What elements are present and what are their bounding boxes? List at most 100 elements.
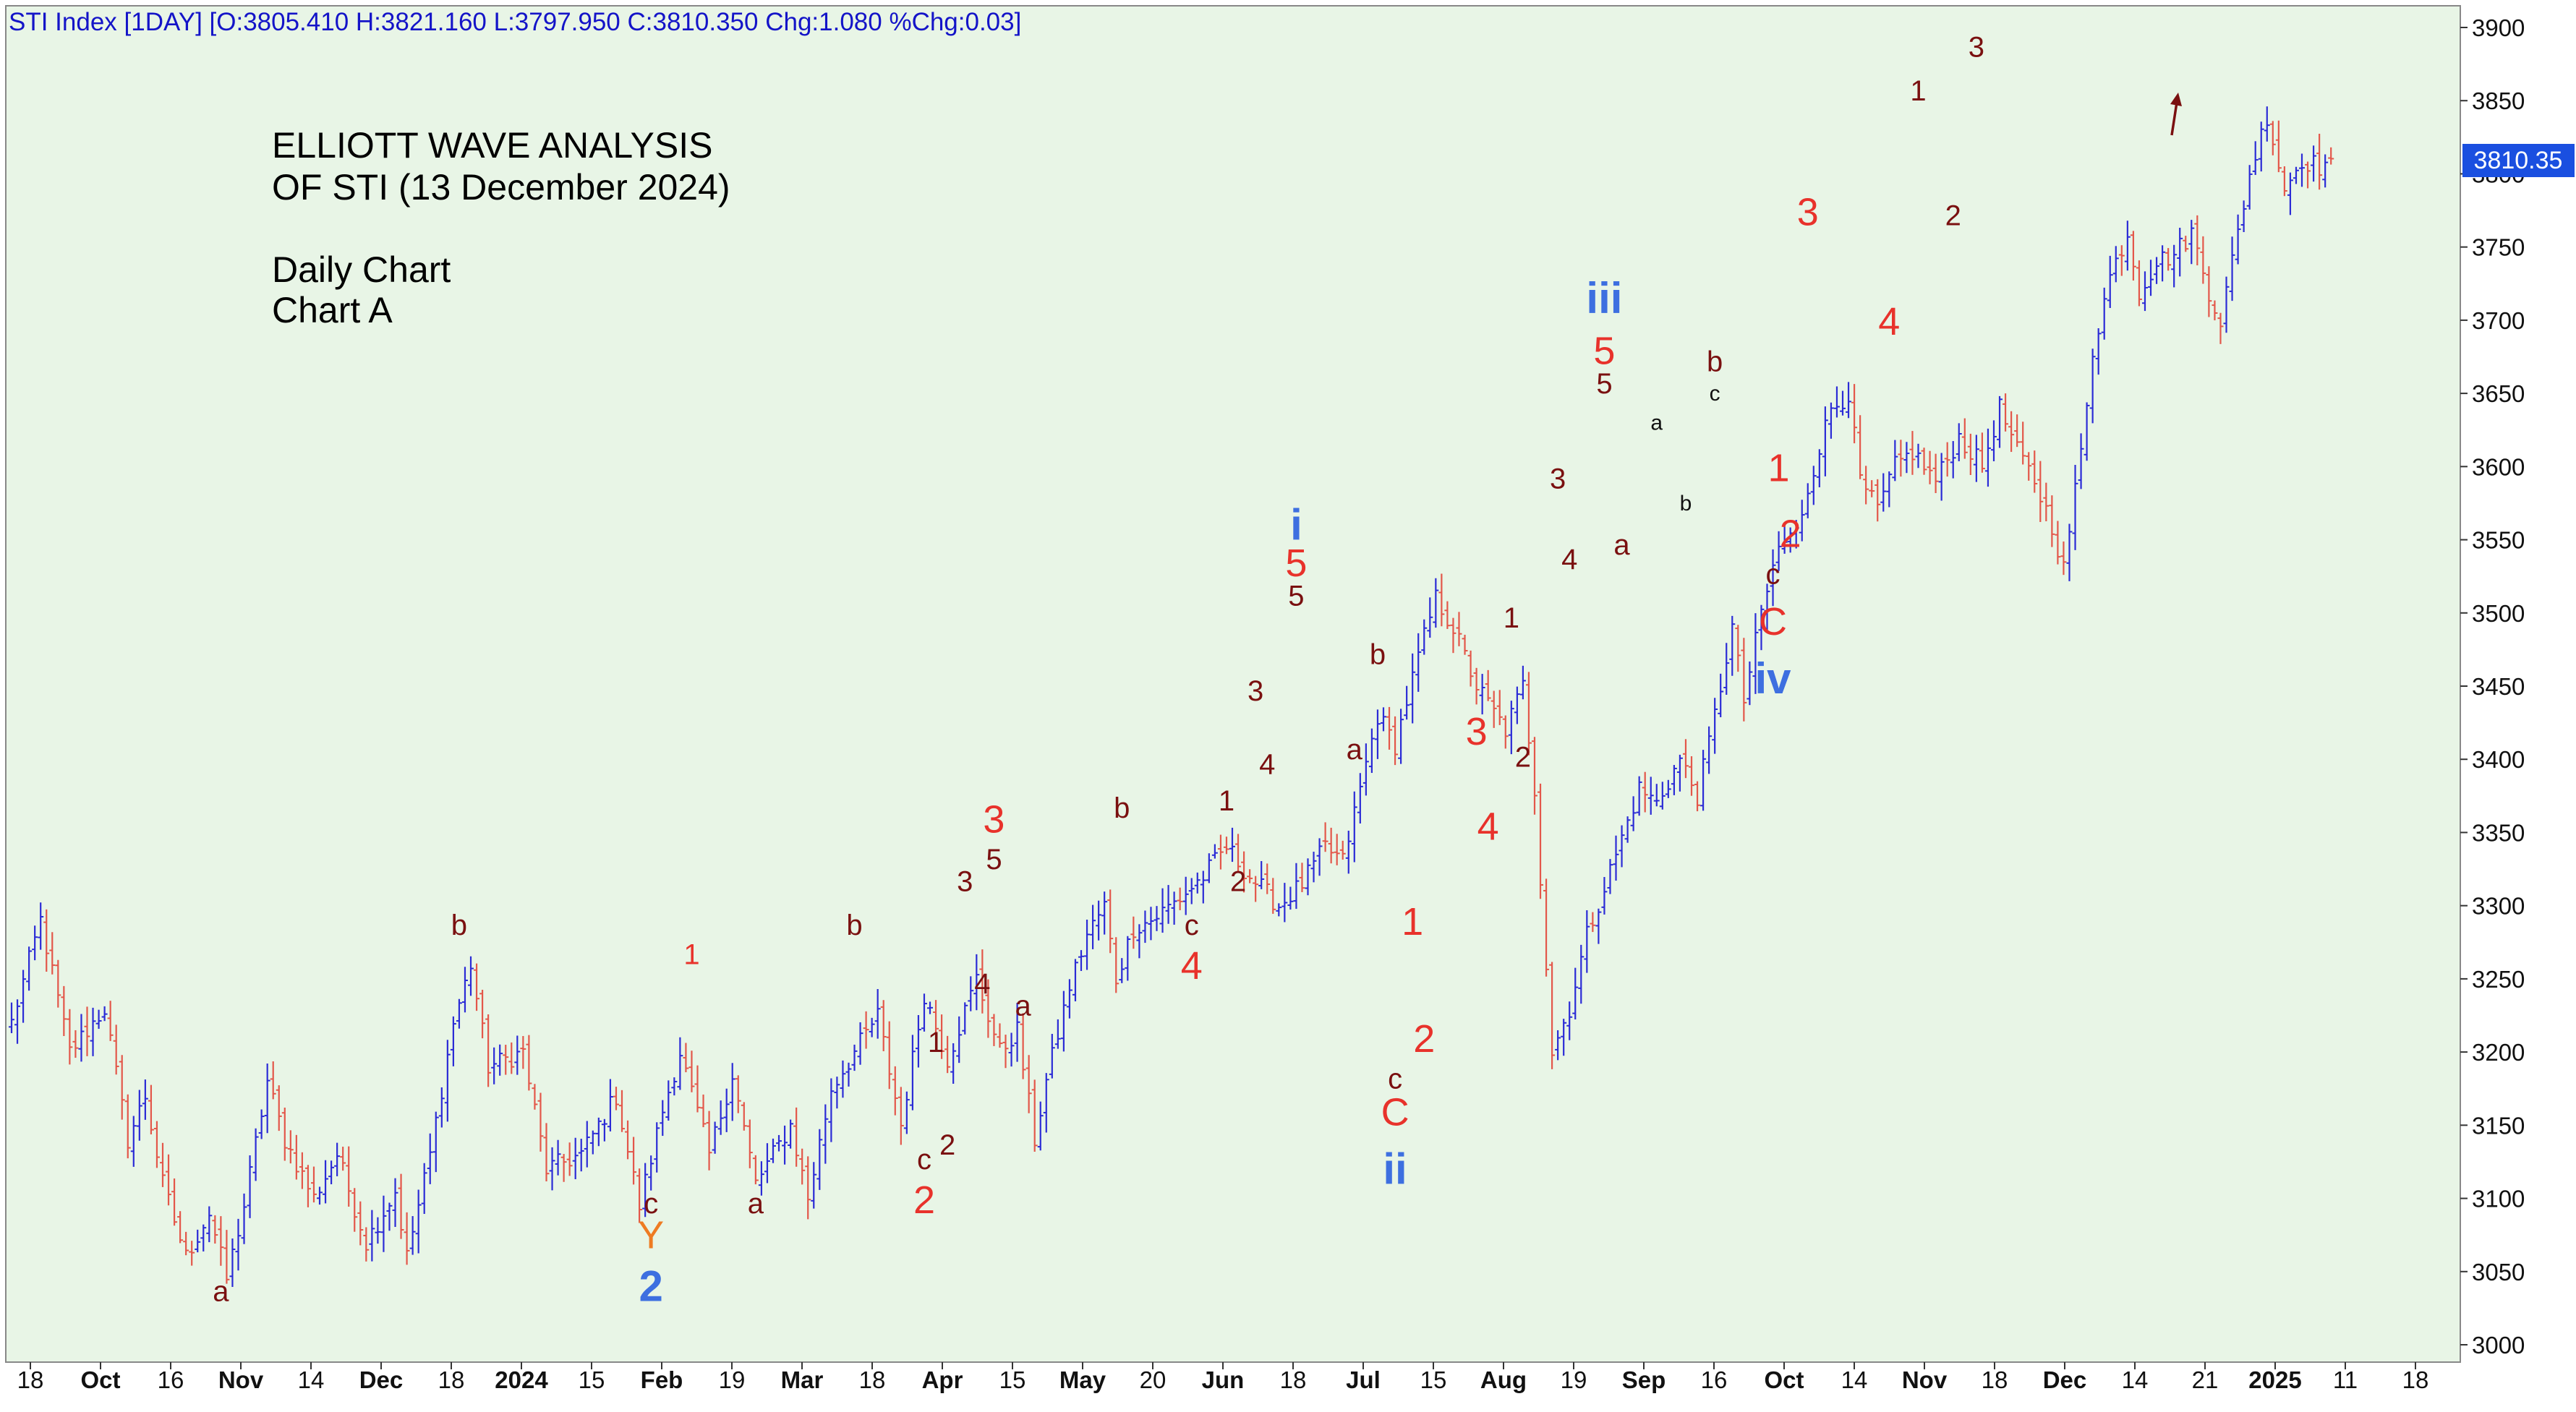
ohlc-bar [1392, 716, 1399, 766]
x-tick-label: Jun [1202, 1366, 1245, 1393]
ohlc-bar [101, 1006, 108, 1022]
ohlc-bar [1043, 1073, 1049, 1133]
ohlc-bar [1967, 433, 1974, 476]
ohlc-bar [1270, 878, 1276, 914]
ohlc-bar [2240, 200, 2247, 233]
ohlc-bar [1194, 872, 1200, 894]
ohlc-bar [1869, 480, 1875, 497]
ohlc-bar [921, 993, 927, 1032]
ohlc-bar [1241, 851, 1248, 893]
ohlc-bar [619, 1090, 625, 1132]
wave-label: 1 [1402, 900, 1423, 944]
ohlc-bar [2200, 236, 2206, 284]
ohlc-bar [2165, 248, 2172, 271]
ohlc-bar [2078, 433, 2084, 489]
ohlc-bar [1531, 737, 1538, 815]
ohlc-bar [1200, 870, 1206, 904]
ohlc-bar [409, 1216, 416, 1255]
ohlc-bar [299, 1152, 305, 1189]
x-tick-label: 18 [1280, 1366, 1307, 1393]
ohlc-bar [1276, 903, 1282, 917]
y-tick-label: 3600 [2472, 453, 2525, 480]
ohlc-bar [648, 1155, 654, 1191]
ohlc-bar [1409, 653, 1416, 724]
wave-label: a [1015, 990, 1032, 1022]
ohlc-bar [537, 1092, 544, 1152]
ohlc-bar [1130, 916, 1137, 949]
wave-label: C [1381, 1090, 1409, 1134]
x-tick-label: 20 [1140, 1366, 1167, 1393]
ohlc-bar [1689, 756, 1695, 796]
ohlc-bar [1066, 979, 1072, 1019]
ohlc-bar [229, 1238, 236, 1288]
ohlc-bar [1729, 615, 1736, 676]
ohlc-bar [497, 1044, 503, 1076]
ohlc-bar [1490, 690, 1497, 728]
ohlc-bar [549, 1147, 555, 1191]
ohlc-bar [2293, 166, 2299, 184]
ohlc-bar [2171, 244, 2178, 288]
ohlc-bar [706, 1111, 712, 1171]
ohlc-bar [2316, 133, 2323, 190]
wave-label: c [1710, 382, 1720, 406]
ohlc-bar [404, 1212, 410, 1265]
ohlc-bar [2212, 300, 2218, 321]
ohlc-bar [799, 1148, 806, 1185]
ohlc-bar [1561, 1019, 1567, 1056]
y-tick-label: 3200 [2472, 1039, 2525, 1066]
ohlc-bar [235, 1218, 242, 1271]
ohlc-bar [1810, 466, 1817, 505]
wave-label: b [846, 910, 862, 941]
ohlc-bar [1090, 904, 1096, 949]
ohlc-bar [897, 1087, 904, 1145]
ohlc-bar [421, 1163, 427, 1215]
ohlc-bar [2252, 141, 2259, 175]
ohlc-bar [1049, 1033, 1055, 1079]
wave-label: 5 [1288, 581, 1304, 612]
ohlc-bar [49, 932, 56, 975]
ohlc-bar [660, 1100, 666, 1137]
ohlc-bar [1770, 549, 1776, 607]
wave-label: ii [1383, 1144, 1407, 1193]
ohlc-bar [863, 1011, 869, 1049]
ohlc-bar [1316, 838, 1323, 876]
ohlc-bar [1624, 816, 1631, 843]
ohlc-bar [2084, 402, 2090, 461]
ohlc-bar [1031, 1079, 1038, 1152]
wave-label: 3 [1797, 190, 1819, 234]
ohlc-bars [9, 106, 2334, 1288]
ohlc-bar [1676, 754, 1683, 792]
ohlc-bar [927, 1001, 934, 1014]
wave-label: 2 [913, 1178, 935, 1222]
ohlc-bar [346, 1146, 352, 1207]
ohlc-bar [1735, 625, 1741, 672]
ohlc-bar [625, 1120, 631, 1160]
ohlc-bar [183, 1231, 189, 1256]
ohlc-bar [2177, 228, 2183, 277]
ohlc-bar [1456, 612, 1462, 646]
ohlc-bar [2089, 348, 2096, 424]
ohlc-bar [1054, 1019, 1061, 1049]
ohlc-bar [323, 1160, 329, 1204]
ohlc-bar [1334, 834, 1340, 865]
ohlc-bar [2141, 271, 2148, 312]
ohlc-bar [107, 1001, 114, 1041]
x-tick-label: 14 [2122, 1366, 2149, 1393]
ohlc-bar [636, 1168, 643, 1223]
ohlc-bar [956, 1016, 963, 1064]
wave-label: a [1650, 411, 1663, 435]
y-tick-label: 3350 [2472, 819, 2525, 846]
ohlc-bar [1182, 876, 1189, 915]
ohlc-bar [950, 1043, 957, 1084]
time-axis: 18 Oct 16 Nov 14 Dec 18 2024 15 Feb 19 Mar 18 Apr 15 Ma… [17, 1362, 2428, 1393]
ohlc-bar [2026, 452, 2032, 481]
ohlc-bar [334, 1142, 341, 1176]
ohlc-bar [508, 1042, 515, 1074]
ohlc-bar [386, 1202, 393, 1231]
wave-label: i [1290, 501, 1302, 549]
ohlc-bar [491, 1047, 498, 1084]
ohlc-bar [1514, 686, 1520, 724]
ohlc-bar [578, 1139, 584, 1172]
